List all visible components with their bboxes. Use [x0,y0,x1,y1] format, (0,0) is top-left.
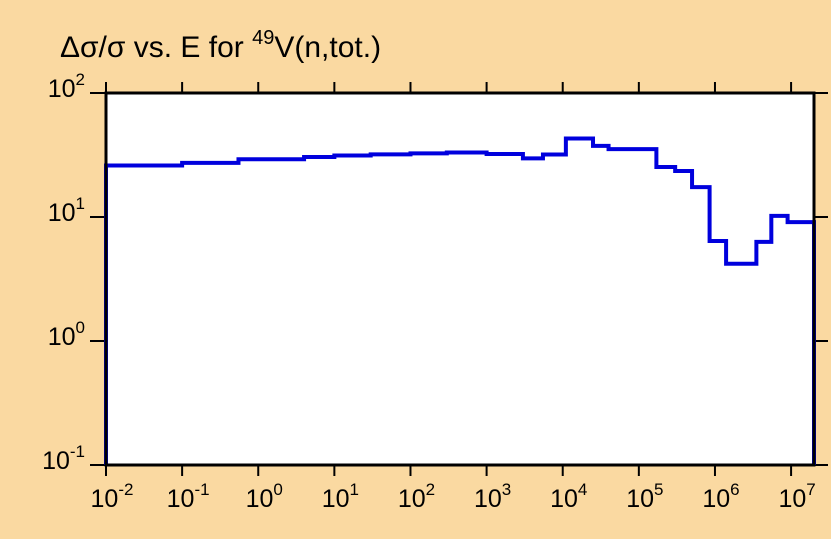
y-tick-label-1-base: 10 [48,323,76,351]
x-tick-label-8: 106 [702,480,739,513]
axis-ticks [90,82,828,476]
y-tick-label-0: 10-1 [42,442,85,475]
x-tick-label-5: 103 [474,480,511,513]
x-tick-label-1-base: 10 [167,485,195,513]
y-tick-label-2-base: 10 [48,199,76,227]
series-line [104,136,816,465]
x-tick-label-4-exponent: 2 [426,480,435,499]
x-tick-label-2: 100 [246,480,283,513]
x-tick-label-3-exponent: 1 [350,480,359,499]
x-tick-label-5-exponent: 3 [502,480,511,499]
x-tick-label-3: 101 [322,480,359,513]
y-tick-label-1: 100 [48,318,85,351]
y-tick-label-2: 101 [48,194,85,227]
x-tick-label-0-base: 10 [91,485,119,513]
x-tick-label-7-exponent: 5 [654,480,663,499]
y-tick-label-3: 102 [48,70,85,103]
chart-title: Δσ/σ vs. E for 49V(n,tot.) [60,27,381,64]
y-tick-label-3-exponent: 2 [76,70,85,89]
axis-tick-labels: 10-2 10-1 100 101 102 103 104 105 106 10710-11001… [42,70,816,513]
chart-title-prefix: Δσ/σ vs. E for [60,31,252,64]
chart-title-isotope-mass: 49 [252,27,274,49]
x-tick-label-9-base: 10 [778,485,806,513]
x-tick-label-4: 102 [398,480,435,513]
x-tick-label-2-exponent: 0 [273,480,282,499]
x-tick-label-0: 10-2 [91,480,134,513]
x-tick-label-4-base: 10 [398,485,426,513]
y-tick-label-0-exponent: -1 [70,442,85,461]
y-tick-label-0-base: 10 [42,447,70,475]
plot-area [106,93,814,465]
x-tick-label-0-exponent: -2 [118,480,133,499]
x-tick-label-9: 107 [778,480,815,513]
plot-frame [104,91,816,467]
chart-title-suffix: V(n,tot.) [274,31,381,64]
y-tick-label-3-base: 10 [48,75,76,103]
x-tick-label-7-base: 10 [626,485,654,513]
x-tick-label-6: 104 [550,480,587,513]
x-tick-label-2-base: 10 [246,485,274,513]
y-tick-label-1-exponent: 0 [76,318,85,337]
x-tick-label-7: 105 [626,480,663,513]
x-tick-label-8-base: 10 [702,485,730,513]
x-tick-label-6-exponent: 4 [578,480,587,499]
x-tick-label-1-exponent: -1 [194,480,209,499]
x-tick-label-9-exponent: 7 [806,480,815,499]
x-tick-label-3-base: 10 [322,485,350,513]
x-tick-label-6-base: 10 [550,485,578,513]
y-tick-label-2-exponent: 1 [76,194,85,213]
x-tick-label-1: 10-1 [167,480,210,513]
x-tick-label-5-base: 10 [474,485,502,513]
x-tick-label-8-exponent: 6 [730,480,739,499]
